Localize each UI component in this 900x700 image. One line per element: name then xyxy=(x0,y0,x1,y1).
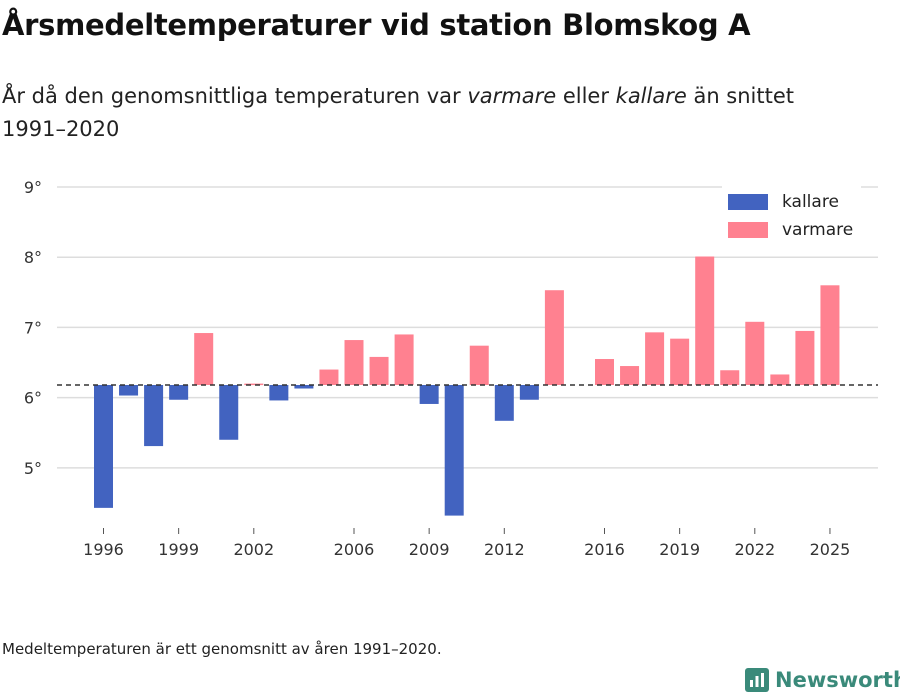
subtitle-cold-word: kallare xyxy=(615,84,687,108)
legend-label-warm: varmare xyxy=(782,220,854,240)
bar-2017[interactable] xyxy=(620,366,640,385)
bar-2006[interactable] xyxy=(344,340,364,385)
brand-logo[interactable]: Newsworthy xyxy=(745,668,900,692)
legend-swatch-cold xyxy=(728,194,768,210)
x-tick-label: 2019 xyxy=(659,540,700,559)
bar-2022[interactable] xyxy=(745,321,765,385)
bar-2016[interactable] xyxy=(595,359,614,385)
bar-2014[interactable] xyxy=(544,290,564,385)
legend-item-warm[interactable]: varmare xyxy=(728,216,853,244)
x-tick-label: 1996 xyxy=(83,540,124,559)
y-tick-label: 9° xyxy=(24,178,42,197)
x-tick-label: 2006 xyxy=(334,540,375,559)
bar-2007[interactable] xyxy=(369,356,389,385)
y-tick-label: 8° xyxy=(24,248,42,267)
subtitle-part3: än snittet 1991–2020 xyxy=(2,84,795,141)
y-tick-label: 6° xyxy=(24,389,42,408)
bar-2005[interactable] xyxy=(319,369,339,385)
bar-2004[interactable] xyxy=(294,385,314,389)
legend-item-cold[interactable]: kallare xyxy=(728,188,853,216)
newsworthy-icon xyxy=(745,668,769,692)
y-tick-label: 7° xyxy=(24,318,42,337)
x-tick-label: 2025 xyxy=(810,540,851,559)
bar-2023[interactable] xyxy=(770,374,790,385)
legend: kallare varmare xyxy=(722,184,862,248)
bar-2019[interactable] xyxy=(670,338,690,385)
bar-2009[interactable] xyxy=(419,385,439,404)
subtitle-part2: eller xyxy=(556,84,616,108)
bar-2003[interactable] xyxy=(269,385,289,401)
bar-2011[interactable] xyxy=(469,345,489,385)
y-axis-ticks: 5° 6° 7° 8° 9° xyxy=(24,178,42,478)
bar-2001[interactable] xyxy=(219,385,239,440)
x-tick-label: 1999 xyxy=(158,540,199,559)
bar-1998[interactable] xyxy=(144,385,164,447)
bar-2020[interactable] xyxy=(695,256,715,385)
brand-name: Newsworthy xyxy=(775,668,900,692)
x-axis-ticks: 1996 1999 2002 2006 2009 2012 2016 2019 2022 2025 xyxy=(83,528,850,559)
bar-2018[interactable] xyxy=(645,332,665,385)
x-tick-label: 2022 xyxy=(734,540,775,559)
bar-2025[interactable] xyxy=(820,285,840,385)
bar-2000[interactable] xyxy=(194,333,214,385)
x-tick-label: 2012 xyxy=(484,540,525,559)
chart-subtitle: År då den genomsnittliga temperaturen va… xyxy=(2,80,862,146)
bar-2024[interactable] xyxy=(795,330,815,385)
bar-1996[interactable] xyxy=(94,385,113,508)
bar-1999[interactable] xyxy=(169,385,189,400)
bar-2013[interactable] xyxy=(519,385,539,400)
bar-chart: 5° 6° 7° 8° 9° 1996 1999 2002 2006 2009 2012 2016 2… xyxy=(24,178,878,559)
y-tick-label: 5° xyxy=(24,459,42,478)
x-tick-label: 2009 xyxy=(409,540,450,559)
bars xyxy=(94,256,840,516)
bar-2010[interactable] xyxy=(444,385,464,516)
subtitle-part1: År då den genomsnittliga temperaturen va… xyxy=(2,84,468,108)
footnote: Medeltemperaturen är ett genomsnitt av å… xyxy=(2,640,442,658)
bar-2021[interactable] xyxy=(720,370,740,385)
bar-2012[interactable] xyxy=(494,385,514,421)
chart-title: Årsmedeltemperaturer vid station Blomsko… xyxy=(2,8,751,42)
bar-2002[interactable] xyxy=(244,383,264,386)
legend-swatch-warm xyxy=(728,222,768,238)
x-tick-label: 2016 xyxy=(584,540,625,559)
bar-1997[interactable] xyxy=(119,385,139,396)
legend-label-cold: kallare xyxy=(782,192,839,212)
bar-2008[interactable] xyxy=(394,334,414,385)
x-tick-label: 2002 xyxy=(233,540,274,559)
subtitle-warm-word: varmare xyxy=(467,84,557,108)
